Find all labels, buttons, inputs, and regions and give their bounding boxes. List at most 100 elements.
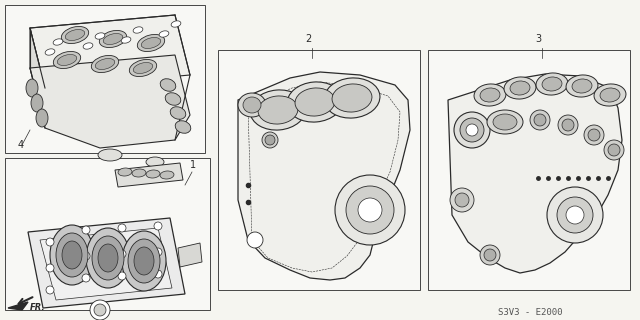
Circle shape	[265, 135, 275, 145]
Circle shape	[94, 304, 106, 316]
Ellipse shape	[295, 88, 335, 116]
Circle shape	[455, 193, 469, 207]
Ellipse shape	[480, 88, 500, 102]
Ellipse shape	[243, 97, 261, 113]
Circle shape	[82, 252, 90, 260]
Ellipse shape	[146, 157, 164, 167]
Polygon shape	[40, 228, 172, 300]
Polygon shape	[178, 243, 202, 267]
Polygon shape	[448, 74, 622, 273]
Circle shape	[46, 238, 54, 246]
Circle shape	[82, 274, 90, 282]
Polygon shape	[30, 55, 190, 148]
Ellipse shape	[45, 49, 55, 55]
Text: 2: 2	[305, 34, 311, 44]
Ellipse shape	[504, 77, 536, 99]
Ellipse shape	[160, 171, 174, 179]
Ellipse shape	[324, 78, 380, 118]
Ellipse shape	[128, 239, 160, 283]
Circle shape	[154, 222, 162, 230]
Ellipse shape	[98, 149, 122, 161]
Ellipse shape	[133, 27, 143, 33]
Text: 4: 4	[18, 140, 24, 150]
Circle shape	[335, 175, 405, 245]
Circle shape	[82, 226, 90, 234]
Ellipse shape	[332, 84, 372, 112]
Ellipse shape	[36, 109, 48, 127]
Ellipse shape	[122, 231, 166, 291]
Ellipse shape	[474, 84, 506, 106]
Ellipse shape	[103, 34, 123, 44]
Bar	[428, 50, 630, 290]
Ellipse shape	[26, 79, 38, 97]
Circle shape	[547, 187, 603, 243]
Circle shape	[534, 114, 546, 126]
Circle shape	[454, 112, 490, 148]
Ellipse shape	[487, 110, 523, 134]
Polygon shape	[238, 72, 410, 280]
Ellipse shape	[86, 228, 130, 288]
Ellipse shape	[171, 21, 181, 27]
Ellipse shape	[536, 73, 568, 95]
Circle shape	[557, 197, 593, 233]
Ellipse shape	[118, 168, 132, 176]
Circle shape	[358, 198, 382, 222]
Circle shape	[346, 186, 394, 234]
Circle shape	[604, 140, 624, 160]
Bar	[5, 5, 205, 153]
Polygon shape	[30, 28, 45, 128]
Ellipse shape	[132, 169, 146, 177]
Circle shape	[262, 132, 278, 148]
Ellipse shape	[57, 54, 77, 66]
Ellipse shape	[62, 241, 82, 269]
Ellipse shape	[31, 94, 43, 112]
Polygon shape	[115, 163, 183, 187]
Ellipse shape	[141, 37, 161, 48]
Ellipse shape	[99, 30, 127, 48]
Ellipse shape	[146, 170, 160, 178]
Circle shape	[530, 110, 550, 130]
Polygon shape	[28, 218, 185, 308]
Ellipse shape	[129, 60, 157, 76]
Ellipse shape	[159, 31, 169, 37]
Circle shape	[466, 124, 478, 136]
Circle shape	[154, 248, 162, 256]
Circle shape	[90, 300, 110, 320]
Ellipse shape	[98, 244, 118, 272]
Ellipse shape	[594, 84, 626, 106]
Circle shape	[460, 118, 484, 142]
Circle shape	[118, 272, 126, 280]
Ellipse shape	[510, 81, 530, 95]
Circle shape	[118, 224, 126, 232]
Ellipse shape	[133, 62, 153, 74]
Ellipse shape	[287, 82, 343, 122]
Circle shape	[608, 144, 620, 156]
Circle shape	[46, 286, 54, 294]
Ellipse shape	[65, 29, 84, 40]
Circle shape	[450, 188, 474, 212]
Circle shape	[480, 245, 500, 265]
Circle shape	[566, 206, 584, 224]
Ellipse shape	[250, 90, 306, 130]
Ellipse shape	[138, 35, 164, 52]
Ellipse shape	[56, 233, 88, 277]
Bar	[5, 158, 210, 310]
Circle shape	[118, 250, 126, 258]
Ellipse shape	[95, 59, 115, 69]
Ellipse shape	[134, 247, 154, 275]
Ellipse shape	[92, 55, 118, 73]
Ellipse shape	[175, 121, 191, 133]
Ellipse shape	[572, 79, 592, 93]
Circle shape	[588, 129, 600, 141]
Circle shape	[558, 115, 578, 135]
Ellipse shape	[170, 107, 186, 119]
Ellipse shape	[50, 225, 94, 285]
Polygon shape	[30, 15, 190, 88]
Ellipse shape	[542, 77, 562, 91]
Circle shape	[584, 125, 604, 145]
Polygon shape	[8, 302, 28, 310]
Ellipse shape	[238, 93, 266, 117]
Ellipse shape	[165, 93, 180, 105]
Ellipse shape	[83, 43, 93, 49]
Circle shape	[46, 264, 54, 272]
